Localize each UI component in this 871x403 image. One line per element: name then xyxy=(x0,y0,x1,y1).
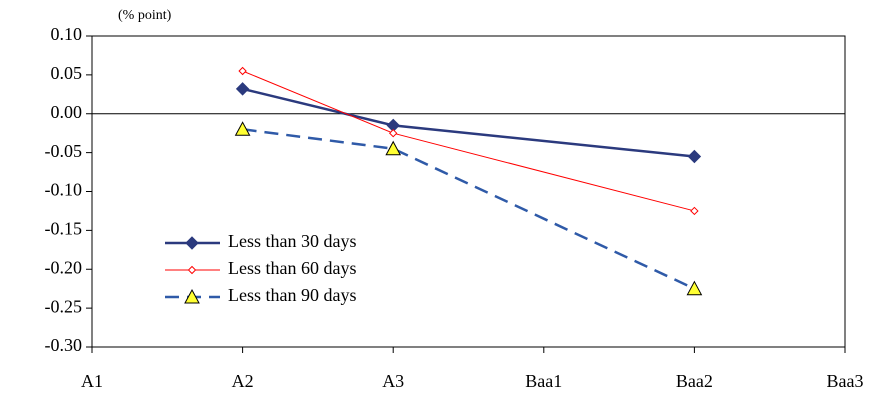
x-tick-label: A2 xyxy=(232,371,254,391)
y-tick-label: -0.10 xyxy=(45,180,83,200)
y-tick-label: 0.00 xyxy=(51,102,83,122)
data-point xyxy=(234,121,251,136)
data-point xyxy=(385,140,402,156)
series-line xyxy=(242,128,695,290)
data-point xyxy=(238,66,247,76)
legend-label: Less than 60 days xyxy=(228,258,356,278)
plot-frame xyxy=(91,35,846,348)
data-point xyxy=(687,149,702,164)
x-tick-label: A1 xyxy=(81,371,103,391)
x-tick-label: Baa2 xyxy=(676,371,713,391)
y-tick-label: -0.15 xyxy=(45,219,83,239)
x-tick-label: Baa1 xyxy=(525,371,562,391)
y-tick-label: -0.25 xyxy=(45,296,83,316)
x-tick-label: Baa3 xyxy=(827,371,864,391)
y-tick-label: -0.20 xyxy=(45,257,83,277)
legend-marker xyxy=(185,236,199,250)
y-tick-label: -0.05 xyxy=(45,141,83,161)
y-tick-label: 0.10 xyxy=(51,24,83,44)
legend-label: Less than 90 days xyxy=(228,285,356,305)
data-point xyxy=(686,280,703,296)
series-line xyxy=(242,70,695,212)
data-point xyxy=(388,128,398,138)
legend-marker xyxy=(184,288,200,304)
data-point xyxy=(690,206,699,216)
data-point xyxy=(235,82,250,96)
legend-label: Less than 30 days xyxy=(228,231,356,251)
x-tick-label: A3 xyxy=(382,371,404,391)
y-tick-label: -0.30 xyxy=(45,335,83,355)
y-tick-label: 0.05 xyxy=(51,63,83,83)
legend-marker xyxy=(187,265,197,275)
axis-label: (% point) xyxy=(118,8,172,23)
